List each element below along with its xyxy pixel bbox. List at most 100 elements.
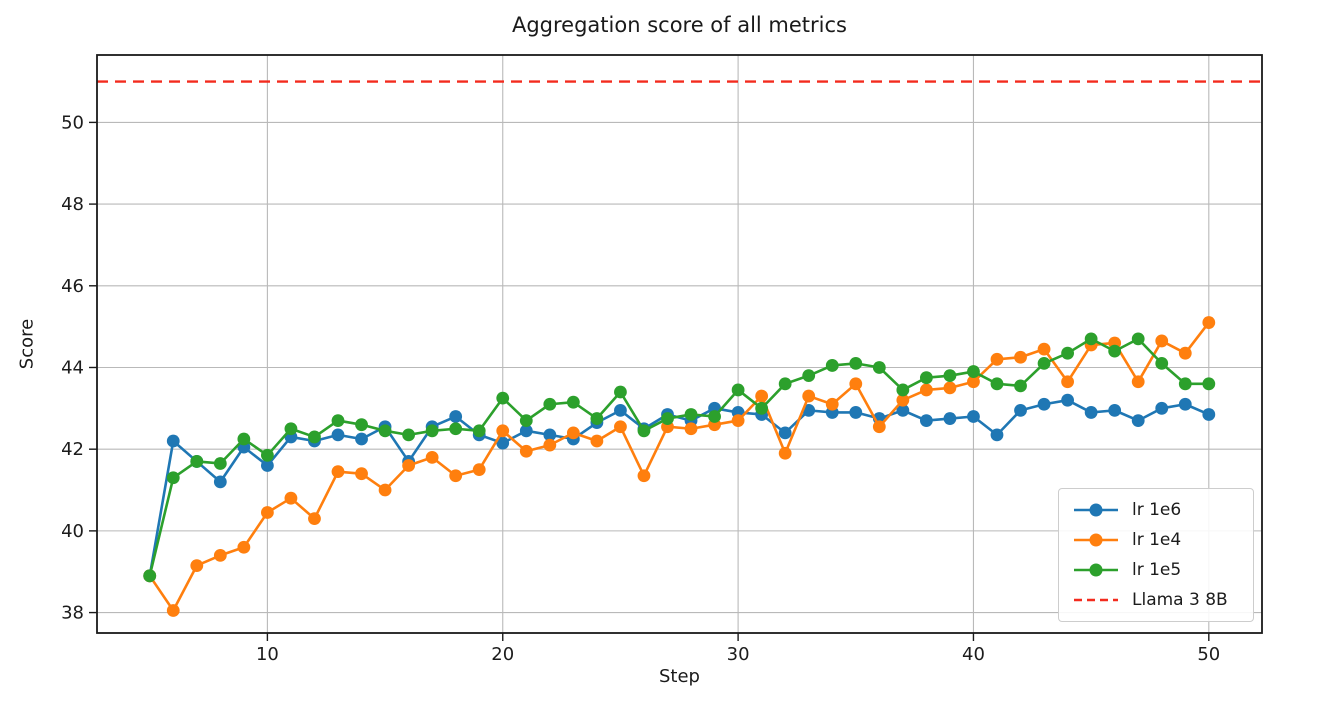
data-marker: [1084, 406, 1098, 419]
data-marker: [449, 422, 463, 436]
data-marker: [990, 377, 1004, 391]
data-marker: [872, 361, 886, 374]
data-marker: [472, 463, 486, 477]
data-marker: [614, 420, 627, 434]
data-marker: [284, 491, 298, 505]
data-marker: [684, 422, 698, 436]
data-marker: [896, 383, 910, 397]
data-marker: [402, 459, 416, 472]
data-marker: [1061, 346, 1074, 360]
legend-item-lr-1e6: lr 1e6: [1071, 495, 1241, 525]
data-marker: [378, 483, 392, 497]
data-marker: [496, 436, 510, 450]
legend-line-marker-sample: [1074, 533, 1118, 547]
data-marker: [590, 412, 604, 425]
data-marker: [308, 512, 321, 526]
legend-item-lr-1e5: lr 1e5: [1071, 555, 1241, 585]
y-tick-label-42: 42: [61, 439, 84, 460]
data-marker: [543, 428, 557, 442]
data-marker: [543, 438, 557, 452]
data-marker: [1084, 332, 1098, 346]
data-marker: [825, 359, 839, 372]
y-tick-label-40: 40: [61, 521, 84, 542]
data-marker: [213, 548, 227, 562]
data-marker: [519, 444, 533, 458]
data-marker: [425, 450, 439, 464]
data-marker: [731, 383, 745, 397]
data-marker: [967, 365, 980, 378]
data-marker: [896, 393, 910, 407]
data-marker: [1155, 334, 1169, 348]
data-marker: [990, 352, 1004, 366]
data-marker: [731, 414, 745, 427]
data-marker: [355, 467, 368, 481]
data-marker: [331, 465, 345, 479]
series-line-lr-1e4: [148, 321, 1211, 612]
legend-label: lr 1e6: [1132, 500, 1182, 520]
data-marker: [1014, 350, 1027, 364]
data-marker: [1155, 357, 1169, 370]
data-marker: [943, 381, 957, 395]
data-marker: [637, 469, 651, 483]
data-marker: [802, 369, 816, 383]
data-marker: [355, 432, 368, 446]
data-marker: [614, 403, 627, 417]
data-marker: [1014, 379, 1027, 393]
y-tick-label-38: 38: [61, 603, 84, 624]
data-marker: [166, 434, 180, 448]
x-tick-label-50: 50: [1197, 644, 1220, 665]
data-marker: [496, 391, 510, 405]
data-marker: [661, 412, 674, 425]
legend-item-llama-3-8b: Llama 3 8B: [1071, 585, 1241, 615]
data-marker: [190, 559, 204, 573]
data-marker: [1037, 357, 1051, 370]
data-marker: [519, 414, 533, 427]
data-marker: [1131, 375, 1145, 389]
data-marker: [331, 414, 345, 427]
y-tick-label-46: 46: [61, 276, 84, 297]
data-marker: [637, 424, 651, 438]
data-marker: [496, 424, 510, 438]
data-marker: [566, 395, 580, 409]
data-marker: [919, 414, 933, 427]
data-marker: [990, 428, 1004, 442]
series-lr-1e4: [143, 316, 1216, 617]
data-marker: [708, 410, 721, 423]
legend-label: Llama 3 8B: [1132, 590, 1228, 610]
data-marker: [778, 377, 792, 391]
data-marker: [896, 403, 910, 417]
data-marker: [190, 455, 204, 468]
data-marker: [1037, 397, 1051, 411]
data-marker: [260, 459, 274, 472]
data-marker: [943, 369, 957, 383]
data-marker: [237, 432, 251, 446]
data-marker: [849, 406, 863, 419]
legend-label: lr 1e5: [1132, 560, 1182, 580]
legend-label: lr 1e4: [1132, 530, 1182, 550]
legend-line-marker-sample: [1074, 503, 1118, 517]
legend-line-marker-sample: [1074, 563, 1118, 577]
data-marker: [355, 418, 368, 432]
data-marker: [1131, 414, 1145, 427]
data-marker: [849, 357, 863, 370]
data-marker: [849, 377, 863, 391]
data-marker: [1202, 377, 1216, 391]
data-marker: [755, 401, 769, 415]
data-marker: [449, 410, 463, 423]
data-marker: [260, 448, 274, 462]
data-marker: [166, 604, 180, 617]
data-marker: [1061, 375, 1074, 389]
data-marker: [1108, 344, 1122, 358]
data-marker: [967, 375, 980, 389]
data-marker: [802, 389, 816, 403]
data-marker: [1131, 332, 1145, 346]
data-marker: [519, 424, 533, 438]
y-tick-label-44: 44: [61, 357, 84, 378]
data-marker: [284, 422, 298, 436]
data-marker: [425, 424, 439, 438]
x-tick-label-20: 20: [491, 644, 514, 665]
data-marker: [778, 446, 792, 460]
data-marker: [402, 428, 416, 442]
